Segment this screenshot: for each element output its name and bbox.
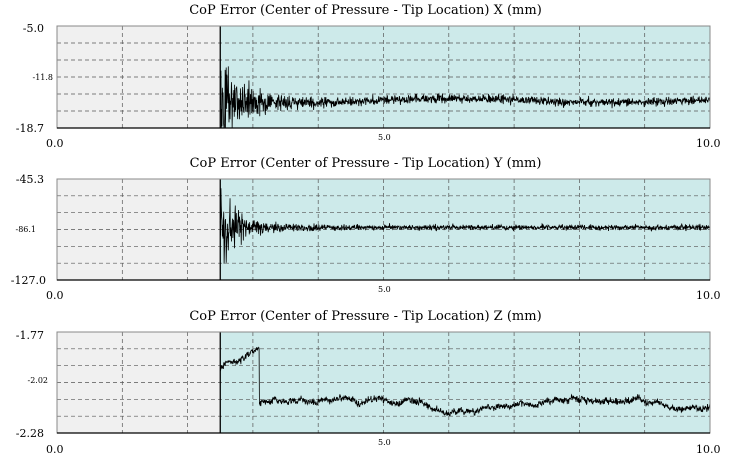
chart-svg xyxy=(56,331,711,434)
y-tick-bottom: -18.7 xyxy=(15,122,44,135)
y-tick-bottom: -2.28 xyxy=(15,427,44,440)
chart-svg xyxy=(56,25,711,129)
y-tick-mid: -11.8 xyxy=(32,73,53,82)
x-tick-mid: 5.0 xyxy=(378,285,391,294)
chart-title: CoP Error (Center of Pressure - Tip Loca… xyxy=(189,156,542,171)
chart-title: CoP Error (Center of Pressure - Tip Loca… xyxy=(189,3,542,18)
series-line xyxy=(219,346,711,417)
y-tick-bottom: -127.0 xyxy=(10,274,46,287)
series-line xyxy=(219,66,711,129)
y-tick-mid: -86.1 xyxy=(15,225,36,234)
x-tick-start: 0.0 xyxy=(46,443,64,456)
chart-svg xyxy=(56,178,711,281)
x-tick-mid: 5.0 xyxy=(378,438,391,447)
x-tick-end: 10.0 xyxy=(696,443,721,456)
y-tick-top: -5.0 xyxy=(22,22,44,35)
series-line xyxy=(219,188,711,264)
x-tick-end: 10.0 xyxy=(696,137,721,150)
chart-panel-y: CoP Error (Center of Pressure - Tip Loca… xyxy=(0,153,731,305)
y-tick-top: -1.77 xyxy=(15,329,44,342)
x-tick-mid: 5.0 xyxy=(378,133,391,142)
y-tick-mid: -2.02 xyxy=(27,376,48,385)
chart-title: CoP Error (Center of Pressure - Tip Loca… xyxy=(189,309,542,324)
x-tick-end: 10.0 xyxy=(696,289,721,302)
chart-panel-x: CoP Error (Center of Pressure - Tip Loca… xyxy=(0,0,731,152)
chart-panel-z: CoP Error (Center of Pressure - Tip Loca… xyxy=(0,306,731,458)
y-tick-top: -45.3 xyxy=(15,173,44,186)
x-tick-start: 0.0 xyxy=(46,289,64,302)
x-tick-start: 0.0 xyxy=(46,137,64,150)
